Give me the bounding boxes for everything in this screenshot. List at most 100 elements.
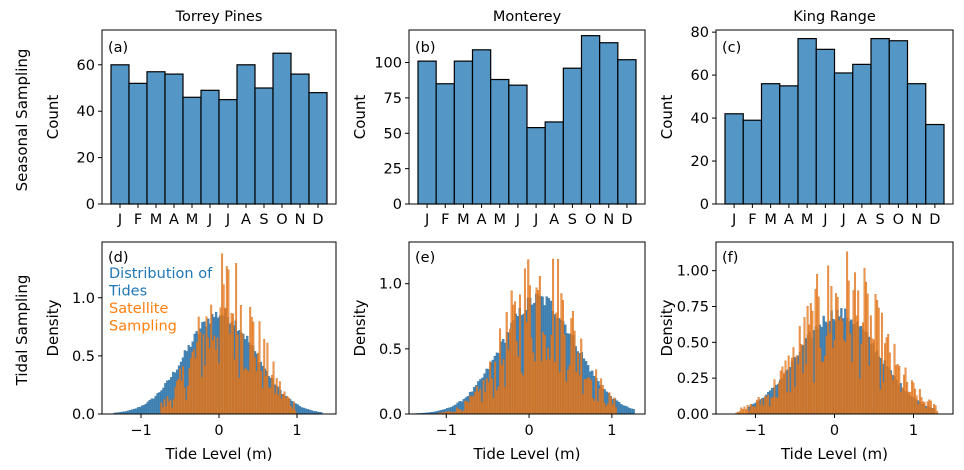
x-tick-label: J xyxy=(822,212,827,228)
satellite-bin xyxy=(765,397,768,414)
satellite-bin xyxy=(571,311,574,414)
satellite-bin xyxy=(892,380,894,414)
satellite-bin xyxy=(552,258,555,414)
satellite-bin xyxy=(249,306,252,414)
bar xyxy=(617,59,637,205)
satellite-bin xyxy=(213,335,216,414)
satellite-bin xyxy=(771,396,774,414)
satellite-bin xyxy=(855,315,858,414)
bar xyxy=(779,85,799,205)
satellite-bin xyxy=(230,313,233,414)
tide-bin xyxy=(300,407,303,414)
bar xyxy=(724,113,744,205)
satellite-bin xyxy=(843,339,845,414)
tide-bin xyxy=(628,407,631,414)
satellite-bin xyxy=(221,253,224,414)
tide-bin xyxy=(129,410,132,414)
panel-letter: (b) xyxy=(415,40,436,56)
satellite-bin xyxy=(746,405,749,414)
satellite-bin xyxy=(202,334,205,414)
satellite-bin xyxy=(598,388,601,414)
satellite-bin xyxy=(222,284,225,414)
satellite-bin xyxy=(558,371,561,414)
bar xyxy=(580,35,601,205)
satellite-bin xyxy=(819,347,822,414)
satellite-bin xyxy=(504,387,507,414)
satellite-bin xyxy=(233,359,236,414)
x-tick-label: A xyxy=(784,212,794,228)
satellite-bin xyxy=(847,280,850,414)
x-tick-label: A xyxy=(549,212,559,228)
satellite-bin xyxy=(933,404,935,414)
satellite-bin xyxy=(548,359,551,414)
legend-satellite: Sampling xyxy=(109,319,177,335)
satellite-bin xyxy=(553,361,556,414)
satellite-bin xyxy=(903,374,905,414)
satellite-bin xyxy=(846,251,849,414)
satellite-bin xyxy=(789,392,792,414)
bar xyxy=(164,73,184,205)
satellite-bin xyxy=(595,369,598,414)
tide-bin xyxy=(626,406,629,414)
x-tick-label: D xyxy=(929,212,940,228)
bar xyxy=(925,123,945,205)
x-tick-label: O xyxy=(585,212,596,228)
satellite-bin xyxy=(280,398,283,414)
satellite-bin xyxy=(161,407,164,414)
satellite-bin xyxy=(860,343,863,414)
satellite-bin xyxy=(752,405,755,414)
x-tick-label: M xyxy=(801,212,814,228)
tide-bin xyxy=(306,409,309,414)
tide-bin xyxy=(152,398,155,414)
satellite-bin xyxy=(277,394,280,414)
satellite-bin xyxy=(492,397,495,414)
satellite-bin xyxy=(518,294,521,414)
bar xyxy=(599,42,619,205)
satellite-bin xyxy=(811,310,814,414)
legend-tides: Distribution of xyxy=(109,266,213,282)
satellite-bin xyxy=(239,305,242,414)
satellite-bin xyxy=(537,290,540,414)
satellite-bin xyxy=(836,296,839,414)
satellite-bin xyxy=(805,364,808,414)
satellite-bin xyxy=(469,395,472,414)
satellite-bin xyxy=(838,320,841,414)
satellite-bin xyxy=(557,259,560,414)
bar xyxy=(272,52,292,205)
satellite-bin xyxy=(263,338,266,414)
satellite-bin xyxy=(232,313,234,414)
y-tick-label: 0 xyxy=(86,197,95,213)
tide-bin xyxy=(622,405,625,414)
satellite-bin xyxy=(794,386,796,414)
satellite-bin xyxy=(185,399,188,414)
bar xyxy=(742,119,763,205)
x-tick-label: A xyxy=(241,212,251,228)
satellite-bin xyxy=(876,300,879,414)
bar xyxy=(906,83,927,205)
satellite-bin xyxy=(163,398,166,414)
satellite-bin xyxy=(797,363,800,414)
tide-bin xyxy=(302,407,305,414)
satellite-bin xyxy=(893,343,896,414)
x-tick-label: M xyxy=(764,212,777,228)
satellite-bin xyxy=(257,352,259,414)
satellite-bin xyxy=(218,363,220,414)
x-tick-label: J xyxy=(731,212,736,228)
satellite-bin xyxy=(593,400,596,414)
x-tick-label: J xyxy=(424,212,429,228)
satellite-bin xyxy=(166,396,169,414)
satellite-bin xyxy=(831,347,834,414)
satellite-bin xyxy=(160,402,163,414)
satellite-bin xyxy=(745,409,747,414)
satellite-bin xyxy=(926,401,929,414)
satellite-bin xyxy=(191,351,194,414)
x-tick-label: M xyxy=(457,212,470,228)
panel-title: Monterey xyxy=(493,9,562,25)
y-tick-label: 0.25 xyxy=(677,371,709,387)
satellite-bin xyxy=(250,316,253,414)
satellite-bin xyxy=(512,304,515,414)
satellite-bin xyxy=(779,370,782,414)
satellite-bin xyxy=(197,316,200,414)
satellite-bin xyxy=(868,365,871,414)
satellite-bin xyxy=(854,272,856,414)
